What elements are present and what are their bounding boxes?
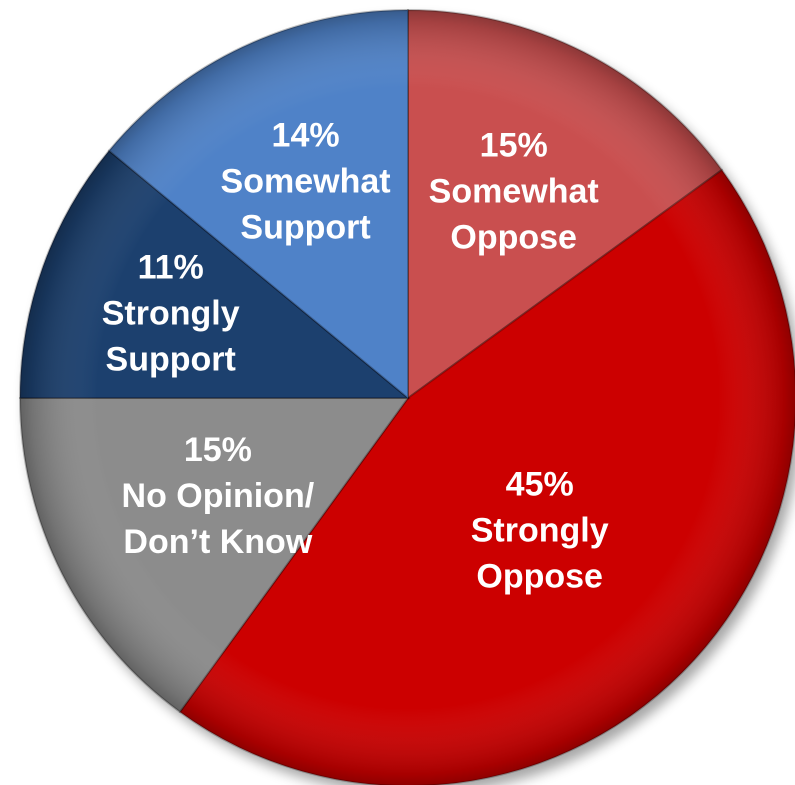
slice-category-label: Support	[106, 341, 236, 379]
slice-label-somewhat-support: 14% Somewhat Support	[221, 116, 391, 246]
slice-label-somewhat-oppose: 15% Somewhat Oppose	[429, 127, 599, 257]
slice-percent-label: 15%	[480, 127, 548, 165]
pie-slices	[18, 8, 795, 785]
slice-percent-label: 14%	[272, 116, 340, 154]
slice-category-label: Oppose	[450, 219, 577, 257]
slice-category-label: Somewhat	[429, 173, 599, 211]
slice-label-strongly-support: 11% Strongly Support	[102, 249, 240, 379]
slice-category-label: Strongly	[102, 295, 240, 333]
slice-percent-label: 45%	[506, 466, 574, 504]
slice-category-label: Strongly	[471, 512, 609, 550]
slice-percent-label: 15%	[184, 431, 252, 469]
slice-category-label: Don’t Know	[123, 523, 312, 561]
slice-label-no-opinion-don-t-know: 15% No Opinion/Don’t Know	[122, 431, 315, 561]
slice-category-label: Somewhat	[221, 162, 391, 200]
slice-category-label: Support	[240, 208, 370, 246]
slice-category-label: No Opinion/	[122, 477, 315, 515]
slice-percent-label: 11%	[138, 249, 204, 287]
slice-label-strongly-oppose: 45% Strongly Oppose	[471, 466, 609, 596]
pie-labels: 15% Somewhat Oppose 45% Strongly Oppose 15% No …	[102, 116, 609, 595]
slice-category-label: Oppose	[476, 558, 603, 596]
